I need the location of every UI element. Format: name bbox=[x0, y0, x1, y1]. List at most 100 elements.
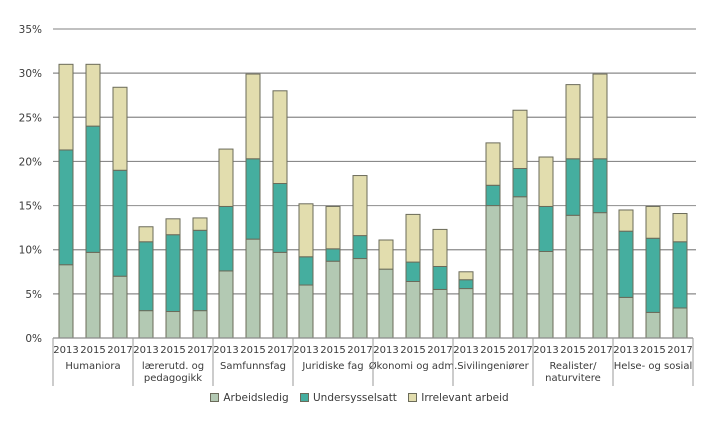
x-year-label: 2015 bbox=[320, 345, 345, 356]
bar-segment-arbeidsledig bbox=[485, 205, 501, 339]
legend-label-arbeidsledig: Arbeidsledig bbox=[223, 392, 289, 404]
x-year-label: 2017 bbox=[427, 345, 452, 356]
x-year-label: 2017 bbox=[587, 345, 612, 356]
bar-segment-undersysselsatt bbox=[218, 205, 234, 272]
bar-segment-undersysselsatt bbox=[618, 230, 634, 298]
bar-segment-undersysselsatt bbox=[458, 279, 474, 290]
bar-segment-arbeidsledig bbox=[538, 250, 554, 339]
bar-segment-arbeidsledig bbox=[565, 214, 581, 339]
bar-segment-irrelevant-arbeid bbox=[538, 156, 554, 207]
x-year-label: 2013 bbox=[293, 345, 318, 356]
bar-segment-irrelevant-arbeid bbox=[298, 203, 314, 258]
bar-segment-undersysselsatt bbox=[165, 234, 181, 313]
bar-segment-irrelevant-arbeid bbox=[645, 205, 661, 239]
bar-segment-undersysselsatt bbox=[112, 169, 128, 277]
bar-segment-irrelevant-arbeid bbox=[165, 218, 181, 236]
legend-item-undersysselsatt: Undersysselsatt bbox=[300, 392, 397, 404]
bar-segment-undersysselsatt bbox=[485, 184, 501, 207]
bar-segment-arbeidsledig bbox=[645, 311, 661, 339]
x-group-label: naturvitere bbox=[545, 373, 601, 384]
x-year-label: 2017 bbox=[187, 345, 212, 356]
y-tick-label: 30% bbox=[19, 68, 42, 80]
bar-segment-undersysselsatt bbox=[192, 229, 208, 312]
x-group-label: pedagogikk bbox=[144, 373, 202, 384]
bar-segment-undersysselsatt bbox=[432, 265, 448, 290]
bar-segment-arbeidsledig bbox=[272, 251, 288, 339]
x-year-label: 2013 bbox=[133, 345, 158, 356]
x-year-label: 2017 bbox=[267, 345, 292, 356]
bar-segment-irrelevant-arbeid bbox=[58, 63, 74, 151]
bar-segment-arbeidsledig bbox=[58, 264, 74, 339]
bar-segment-undersysselsatt bbox=[298, 256, 314, 286]
x-group-label: Samfunnsfag bbox=[220, 361, 286, 372]
bar-segment-irrelevant-arbeid bbox=[672, 213, 688, 243]
x-year-label: 2015 bbox=[160, 345, 185, 356]
gridlines bbox=[53, 28, 696, 295]
bar-segment-irrelevant-arbeid bbox=[352, 175, 368, 237]
bar-segment-undersysselsatt bbox=[325, 248, 341, 262]
x-year-label: 2013 bbox=[373, 345, 398, 356]
bar-segment-irrelevant-arbeid bbox=[618, 209, 634, 232]
bar-segment-arbeidsledig bbox=[512, 196, 528, 339]
legend-item-irrelevant-arbeid: Irrelevant arbeid bbox=[408, 392, 509, 404]
bar-segment-irrelevant-arbeid bbox=[138, 226, 154, 243]
bar-segment-undersysselsatt bbox=[405, 261, 421, 282]
x-year-label: 2015 bbox=[400, 345, 425, 356]
bar-segment-arbeidsledig bbox=[352, 258, 368, 339]
bar-segment-arbeidsledig bbox=[432, 288, 448, 339]
x-group-label: Sivilingeniører bbox=[457, 361, 529, 372]
x-year-label: 2017 bbox=[107, 345, 132, 356]
bar-segment-irrelevant-arbeid bbox=[325, 205, 341, 250]
bar-segment-irrelevant-arbeid bbox=[458, 271, 474, 281]
bar-segment-arbeidsledig bbox=[192, 310, 208, 339]
x-year-label: 2013 bbox=[613, 345, 638, 356]
bar-segment-arbeidsledig bbox=[672, 307, 688, 339]
bar-segment-arbeidsledig bbox=[325, 260, 341, 339]
x-year-label: 2017 bbox=[347, 345, 372, 356]
x-group-label: Juridiske fag bbox=[301, 361, 363, 372]
bar-segment-irrelevant-arbeid bbox=[432, 228, 448, 267]
bars bbox=[58, 63, 688, 339]
bar-segment-arbeidsledig bbox=[85, 251, 101, 339]
bar-segment-irrelevant-arbeid bbox=[112, 86, 128, 171]
legend: Arbeidsledig Undersysselsatt Irrelevant … bbox=[0, 392, 719, 404]
bar-segment-undersysselsatt bbox=[85, 125, 101, 253]
y-tick-label: 35% bbox=[19, 24, 42, 36]
x-year-label: 2013 bbox=[533, 345, 558, 356]
x-group-label: Helse- og sosial bbox=[614, 361, 692, 372]
x-year-label: 2015 bbox=[480, 345, 505, 356]
y-tick-label: 10% bbox=[19, 245, 42, 257]
bar-segment-undersysselsatt bbox=[272, 183, 288, 253]
x-year-label: 2015 bbox=[640, 345, 665, 356]
bar-segment-undersysselsatt bbox=[538, 205, 554, 252]
bar-segment-irrelevant-arbeid bbox=[485, 142, 501, 186]
bar-segment-arbeidsledig bbox=[458, 288, 474, 339]
bar-segment-arbeidsledig bbox=[138, 310, 154, 339]
bar-segment-irrelevant-arbeid bbox=[245, 73, 261, 160]
bar-segment-undersysselsatt bbox=[58, 149, 74, 266]
bar-segment-undersysselsatt bbox=[565, 158, 581, 216]
y-tick-label: 0% bbox=[25, 333, 42, 345]
bar-segment-arbeidsledig bbox=[298, 284, 314, 339]
legend-item-arbeidsledig: Arbeidsledig bbox=[210, 392, 289, 404]
x-year-label: 2015 bbox=[80, 345, 105, 356]
x-year-label: 2015 bbox=[560, 345, 585, 356]
bar-segment-arbeidsledig bbox=[165, 311, 181, 339]
y-tick-label: 25% bbox=[19, 112, 42, 124]
bar-segment-irrelevant-arbeid bbox=[192, 217, 208, 231]
x-year-label: 2013 bbox=[53, 345, 78, 356]
y-axis-tick-labels: 0% 5% 10% 15% 20% 25% 30% 35% bbox=[19, 24, 42, 345]
bar-segment-irrelevant-arbeid bbox=[272, 90, 288, 184]
legend-swatch-arbeidsledig bbox=[210, 393, 220, 402]
bar-segment-arbeidsledig bbox=[218, 270, 234, 339]
y-tick-label: 20% bbox=[19, 156, 42, 168]
bar-segment-arbeidsledig bbox=[405, 280, 421, 339]
stacked-bar-chart: 0%5%10%15%20%25%30%35% 2013 2015 2017Human… bbox=[19, 24, 696, 386]
bar-segment-irrelevant-arbeid bbox=[405, 213, 421, 263]
bar-segment-arbeidsledig bbox=[112, 275, 128, 339]
bar-segment-irrelevant-arbeid bbox=[512, 109, 528, 169]
x-group-label: lærerutd. og bbox=[142, 361, 204, 372]
bar-segment-undersysselsatt bbox=[245, 158, 261, 240]
legend-label-irrelevant-arbeid: Irrelevant arbeid bbox=[421, 392, 509, 404]
legend-swatch-irrelevant-arbeid bbox=[408, 393, 418, 402]
